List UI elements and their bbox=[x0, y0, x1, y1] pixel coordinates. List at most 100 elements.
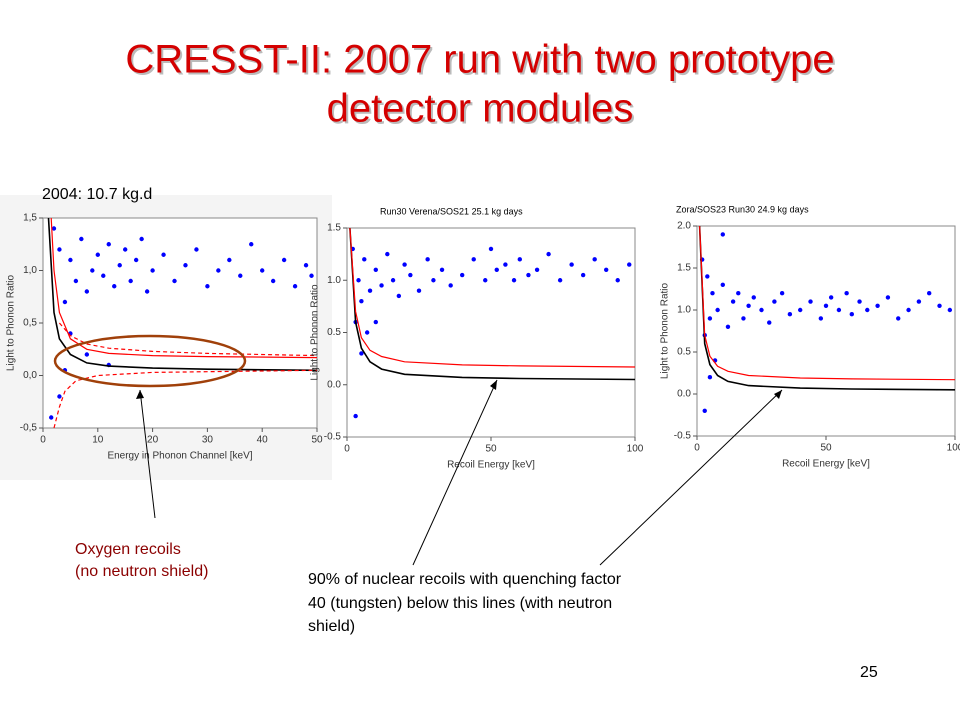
y-axis-label: Light to Phonon Ratio bbox=[6, 274, 17, 371]
data-point bbox=[364, 330, 370, 335]
data-point bbox=[139, 236, 144, 242]
x-axis-label: Recoil Energy [keV] bbox=[447, 460, 535, 471]
data-point bbox=[194, 247, 199, 252]
data-point bbox=[303, 263, 309, 268]
data-point bbox=[875, 303, 880, 308]
data-point bbox=[787, 312, 793, 317]
data-point bbox=[431, 278, 436, 283]
curve bbox=[58, 322, 318, 357]
data-point bbox=[798, 307, 803, 313]
y-tick-label: 1,0 bbox=[23, 265, 37, 276]
data-point bbox=[84, 289, 90, 294]
chart: Zora/SOS23 Run30 24.9 kg days 0 50 100 -0.5 0… bbox=[660, 204, 960, 485]
y-tick-label: 0.5 bbox=[327, 327, 341, 338]
y-tick-label: 1.0 bbox=[327, 275, 341, 286]
curve bbox=[50, 217, 318, 359]
data-point bbox=[238, 273, 243, 278]
data-point bbox=[216, 268, 221, 273]
data-point bbox=[710, 291, 715, 296]
y-tick-label: 0.0 bbox=[677, 389, 691, 400]
x-tick-label: 30 bbox=[202, 435, 214, 446]
data-point bbox=[439, 267, 445, 272]
data-point bbox=[408, 272, 413, 278]
title-shadow: CRESST-II: 2007 run with two prototype bbox=[127, 40, 836, 84]
data-point bbox=[534, 267, 540, 272]
data-point bbox=[916, 299, 922, 304]
oxygen-note: (no neutron shield) bbox=[75, 563, 208, 580]
curve bbox=[47, 217, 318, 372]
data-point bbox=[707, 316, 713, 321]
x-tick-label: 20 bbox=[147, 435, 159, 446]
data-point bbox=[526, 272, 531, 278]
chart: Run30 Verena/SOS21 25.1 kg days 0 50 100 -0.… bbox=[310, 205, 644, 485]
data-point bbox=[808, 299, 813, 304]
data-point bbox=[425, 257, 430, 262]
data-point bbox=[460, 272, 465, 278]
chart-title: 2004: 10.7 kg.d bbox=[42, 186, 152, 203]
slide-title: detector modules bbox=[327, 87, 634, 131]
arrow-head bbox=[774, 390, 782, 399]
data-point bbox=[379, 283, 384, 288]
data-point bbox=[720, 232, 725, 237]
oxygen-note: Oxygen recoils bbox=[75, 541, 181, 558]
data-point bbox=[546, 251, 551, 257]
x-tick-label: 100 bbox=[947, 443, 960, 454]
curve bbox=[349, 227, 636, 381]
data-point bbox=[73, 278, 79, 284]
data-point bbox=[128, 278, 133, 284]
x-tick-label: 50 bbox=[820, 443, 832, 454]
data-point bbox=[292, 284, 298, 289]
data-point bbox=[759, 307, 764, 313]
data-point bbox=[183, 263, 188, 268]
plot-area bbox=[42, 217, 318, 429]
data-point bbox=[359, 351, 364, 356]
data-point bbox=[736, 291, 741, 296]
page-number: 25 bbox=[860, 664, 878, 681]
data-point bbox=[62, 299, 68, 305]
arrow bbox=[139, 389, 156, 519]
data-point bbox=[849, 312, 854, 317]
arrow bbox=[412, 379, 498, 566]
data-point bbox=[580, 272, 586, 278]
data-point bbox=[836, 307, 842, 313]
data-point bbox=[133, 257, 139, 263]
y-tick-label: 0.0 bbox=[327, 379, 341, 390]
data-point bbox=[84, 352, 90, 357]
data-point bbox=[144, 289, 150, 294]
data-point bbox=[68, 257, 73, 263]
x-tick-label: 0 bbox=[40, 435, 46, 446]
chart: 2004: 10.7 kg.d 0 10 20 30 40 50 -0,5 0,0 0,5 1,0 1… bbox=[0, 186, 332, 480]
data-point bbox=[927, 291, 932, 296]
y-tick-label: -0.5 bbox=[674, 431, 692, 442]
nuclear-note: shield) bbox=[308, 618, 355, 635]
data-point bbox=[448, 283, 453, 288]
data-point bbox=[604, 267, 609, 272]
plot-area bbox=[696, 225, 956, 437]
data-point bbox=[592, 257, 597, 262]
curve bbox=[699, 225, 956, 381]
x-tick-label: 0 bbox=[344, 444, 350, 455]
x-tick-label: 100 bbox=[627, 444, 644, 455]
data-point bbox=[896, 316, 901, 321]
data-point bbox=[569, 262, 574, 267]
arrow-head bbox=[136, 390, 144, 399]
data-point bbox=[249, 242, 254, 247]
data-point bbox=[615, 278, 620, 283]
data-point bbox=[741, 316, 746, 321]
data-point bbox=[511, 278, 517, 283]
data-point bbox=[488, 246, 494, 252]
data-point bbox=[260, 268, 265, 273]
y-tick-label: 1.5 bbox=[677, 263, 691, 274]
data-point bbox=[779, 291, 785, 296]
data-point bbox=[270, 278, 276, 284]
nuclear-note: 90% of nuclear recoils with quenching fa… bbox=[308, 571, 622, 588]
data-point bbox=[517, 257, 522, 262]
data-point bbox=[947, 307, 953, 313]
data-point bbox=[90, 268, 95, 273]
y-tick-label: -0,5 bbox=[20, 423, 38, 434]
x-tick-label: 40 bbox=[257, 435, 269, 446]
data-point bbox=[906, 307, 911, 313]
data-point bbox=[95, 252, 101, 257]
plot-area bbox=[346, 227, 636, 438]
y-tick-label: -0.5 bbox=[324, 432, 342, 443]
